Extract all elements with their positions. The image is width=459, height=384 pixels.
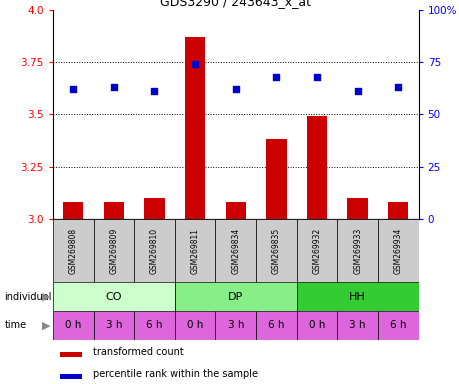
Text: ▶: ▶ — [42, 320, 50, 331]
Text: transformed count: transformed count — [93, 347, 184, 357]
Text: 6 h: 6 h — [389, 320, 406, 331]
Point — [110, 84, 118, 90]
Bar — [377, 311, 418, 340]
Bar — [256, 219, 296, 282]
Bar — [134, 311, 174, 340]
Text: 0 h: 0 h — [65, 320, 81, 331]
Bar — [336, 311, 377, 340]
Text: GSM269808: GSM269808 — [68, 227, 78, 274]
Text: GSM269933: GSM269933 — [353, 227, 361, 274]
Text: 0 h: 0 h — [308, 320, 325, 331]
Bar — [377, 219, 418, 282]
Bar — [215, 219, 256, 282]
Bar — [53, 311, 93, 340]
Bar — [336, 219, 377, 282]
Bar — [185, 37, 205, 219]
Bar — [134, 219, 174, 282]
Bar — [144, 198, 164, 219]
Bar — [93, 311, 134, 340]
Point — [313, 73, 320, 79]
Text: GSM269834: GSM269834 — [231, 227, 240, 274]
Text: 3 h: 3 h — [227, 320, 243, 331]
Bar — [63, 202, 83, 219]
Point — [191, 61, 198, 67]
Point — [272, 73, 280, 79]
Bar — [215, 311, 256, 340]
Bar — [53, 282, 174, 311]
Text: 6 h: 6 h — [146, 320, 162, 331]
Point — [353, 88, 361, 94]
Point — [151, 88, 158, 94]
Bar — [296, 219, 336, 282]
Bar — [347, 198, 367, 219]
Bar — [266, 139, 286, 219]
Text: GSM269835: GSM269835 — [271, 227, 280, 274]
Point — [69, 86, 77, 92]
Bar — [103, 202, 124, 219]
Text: 3 h: 3 h — [106, 320, 122, 331]
Text: 3 h: 3 h — [349, 320, 365, 331]
Bar — [306, 116, 326, 219]
Bar — [93, 219, 134, 282]
Title: GDS3290 / 243643_x_at: GDS3290 / 243643_x_at — [160, 0, 311, 8]
Bar — [387, 202, 408, 219]
Bar — [225, 202, 246, 219]
Text: CO: CO — [106, 291, 122, 302]
Text: GSM269811: GSM269811 — [190, 228, 199, 273]
Bar — [53, 219, 93, 282]
Text: time: time — [5, 320, 27, 331]
Text: individual: individual — [5, 291, 52, 302]
Text: DP: DP — [228, 291, 243, 302]
Text: GSM269810: GSM269810 — [150, 227, 159, 274]
Text: HH: HH — [348, 291, 365, 302]
Bar — [296, 282, 418, 311]
Bar — [296, 311, 336, 340]
Point — [232, 86, 239, 92]
Bar — [60, 352, 82, 357]
Bar — [174, 311, 215, 340]
Bar — [174, 282, 296, 311]
Bar — [174, 219, 215, 282]
Text: 6 h: 6 h — [268, 320, 284, 331]
Text: GSM269932: GSM269932 — [312, 227, 321, 274]
Bar — [60, 374, 82, 379]
Point — [394, 84, 401, 90]
Text: GSM269934: GSM269934 — [393, 227, 402, 274]
Text: ▶: ▶ — [42, 291, 50, 302]
Text: percentile rank within the sample: percentile rank within the sample — [93, 369, 257, 379]
Bar — [256, 311, 296, 340]
Text: GSM269809: GSM269809 — [109, 227, 118, 274]
Text: 0 h: 0 h — [186, 320, 203, 331]
